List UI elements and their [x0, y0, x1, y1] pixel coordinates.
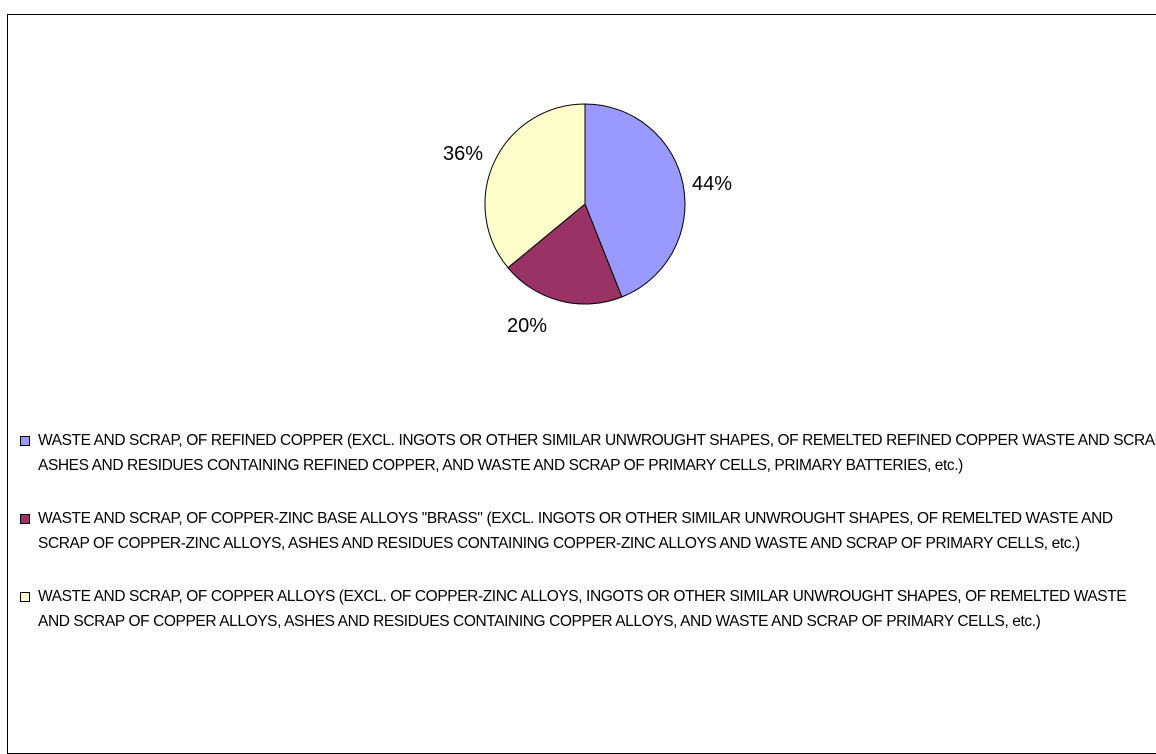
pie-slice [507, 203, 623, 305]
pie-data-label: 20% [507, 315, 547, 337]
chart-legend: WASTE AND SCRAP, OF REFINED COPPER (EXCL… [20, 428, 1156, 662]
legend-swatch-icon [20, 592, 30, 602]
pie-data-label: 44% [692, 173, 732, 195]
pie-slices [484, 103, 686, 305]
legend-entry: WASTE AND SCRAP, OF COPPER ALLOYS (EXCL.… [20, 584, 1156, 634]
pie-chart: 44% 20% 36% [443, 103, 732, 337]
legend-swatch-icon [20, 436, 30, 446]
pie-slice [484, 103, 586, 269]
legend-label: WASTE AND SCRAP, OF COPPER-ZINC BASE ALL… [38, 510, 1113, 552]
pie-data-labels: 44% 20% 36% [443, 143, 732, 337]
legend-label: WASTE AND SCRAP, OF COPPER ALLOYS (EXCL.… [38, 588, 1127, 630]
legend-swatch-icon [20, 514, 30, 524]
legend-entry: WASTE AND SCRAP, OF REFINED COPPER (EXCL… [20, 428, 1156, 478]
pie-data-label: 36% [443, 143, 483, 165]
legend-entry: WASTE AND SCRAP, OF COPPER-ZINC BASE ALL… [20, 506, 1156, 556]
pie-slice [584, 103, 686, 298]
legend-label: WASTE AND SCRAP, OF REFINED COPPER (EXCL… [38, 432, 1156, 474]
